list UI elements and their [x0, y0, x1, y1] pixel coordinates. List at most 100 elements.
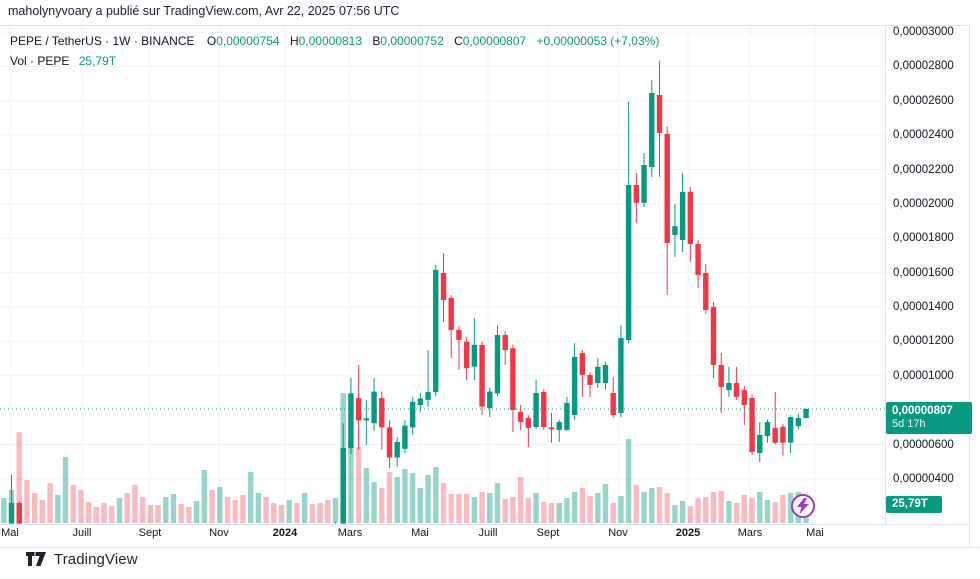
- volume-bar: [178, 503, 184, 523]
- time-axis-label: Mai: [411, 527, 429, 539]
- candle-body: [386, 427, 393, 458]
- candle-body: [471, 344, 478, 367]
- volume-bar: [510, 497, 516, 523]
- volume-bar: [70, 484, 76, 523]
- volume-bar: [317, 503, 323, 523]
- bar-countdown: 5d 17h: [892, 418, 926, 430]
- close-key: C: [454, 34, 463, 48]
- volume-bar: [687, 506, 694, 523]
- current-volume-tag: 25,79T: [886, 496, 942, 513]
- candle-body: [610, 392, 616, 415]
- volume-bar: [602, 483, 609, 523]
- candle-body: [417, 398, 424, 406]
- volume-bar: [271, 503, 277, 523]
- volume-bar: [633, 484, 640, 523]
- price-axis-label: 0,00003000: [893, 26, 954, 38]
- volume-bar: [155, 504, 161, 523]
- candle-body: [463, 341, 470, 369]
- volume-bar: [170, 493, 177, 523]
- candle-body: [517, 411, 524, 422]
- volume-bar: [355, 447, 362, 523]
- axis-borders: [0, 25, 980, 548]
- volume-bar: [163, 497, 169, 523]
- volume-bar: [363, 468, 370, 523]
- volume-bar: [456, 493, 462, 523]
- tradingview-logo-icon: [26, 552, 46, 566]
- volume-bar: [695, 498, 701, 523]
- current-price-value: 0,00000807: [892, 405, 953, 417]
- candle-body: [425, 391, 431, 400]
- volume-bar: [224, 497, 231, 523]
- candle-body: [317, 535, 322, 536]
- symbol-legend[interactable]: PEPE / TetherUS · 1W · BINANCE O0,000007…: [10, 34, 659, 48]
- volume-bar: [55, 494, 61, 523]
- volume-bar: [595, 493, 601, 523]
- time-axis-label: Nov: [608, 527, 628, 539]
- candle-body: [109, 538, 114, 539]
- boost-button[interactable]: [791, 494, 815, 518]
- time-axis-label: Sept: [536, 527, 560, 539]
- candle-body: [649, 93, 655, 167]
- price-axis-label: 0,00001600: [893, 266, 954, 279]
- candle-body: [679, 191, 686, 240]
- change-value: +0,00000053 (+7,03%): [536, 34, 660, 48]
- time-axis-label: Nov: [209, 527, 229, 539]
- candle-body: [440, 273, 447, 300]
- candle-body: [394, 441, 400, 458]
- volume-label: Vol · PEPE: [10, 54, 70, 68]
- volume-bar: [409, 473, 416, 523]
- volume-bar: [132, 484, 138, 523]
- candle-body: [641, 165, 647, 203]
- volume-bar: [394, 477, 400, 523]
- volume-bar: [533, 493, 539, 523]
- volume-legend[interactable]: Vol · PEPE 25,79T: [10, 54, 116, 68]
- candle-body: [125, 538, 130, 539]
- candle-body: [310, 533, 315, 534]
- candle-body: [409, 401, 416, 428]
- time-axis-label: Sept: [138, 527, 162, 539]
- volume-bar: [417, 488, 424, 523]
- volume-bar: [309, 503, 316, 523]
- volume-bar: [733, 503, 740, 523]
- time-axis-label: Mars: [337, 527, 363, 539]
- candle-body: [148, 540, 153, 541]
- volume-bar: [1, 498, 7, 523]
- time-axis-label: 2025: [675, 527, 701, 539]
- volume-bar: [618, 496, 624, 523]
- candle-body: [687, 191, 694, 244]
- volume-bar: [749, 498, 755, 523]
- volume-bar: [780, 494, 786, 523]
- candle-body: [695, 243, 701, 275]
- volume-value: 25,79T: [78, 54, 117, 68]
- volume-bar: [85, 502, 92, 523]
- candle-body: [340, 447, 346, 524]
- volume-bar: [757, 492, 763, 523]
- time-axis-label: Juill: [478, 527, 498, 539]
- candle-body: [803, 408, 809, 419]
- volume-bar: [772, 502, 778, 523]
- candle-body: [448, 297, 454, 330]
- volume-bar: [47, 483, 53, 523]
- volume-bar: [24, 479, 30, 523]
- volume-bar: [16, 432, 22, 523]
- low-value: 0,00000752: [380, 34, 444, 48]
- candle-body: [325, 536, 330, 537]
- volume-bar: [679, 501, 686, 523]
- candle-body: [664, 133, 670, 243]
- volume-bar: [463, 493, 470, 523]
- volume-bar: [649, 488, 655, 523]
- volume-bar: [625, 438, 632, 523]
- candle-body: [772, 427, 778, 443]
- low-key: B: [372, 34, 381, 48]
- candle-body: [40, 535, 45, 536]
- candle-body: [302, 533, 307, 535]
- candle-body: [733, 383, 740, 397]
- volume-bar: [263, 497, 269, 523]
- lightning-icon: [797, 498, 809, 514]
- candle-body: [533, 392, 539, 428]
- volume-bar: [240, 494, 246, 523]
- price-axis-label: 0,00000600: [893, 438, 954, 451]
- volume-bar: [641, 492, 647, 523]
